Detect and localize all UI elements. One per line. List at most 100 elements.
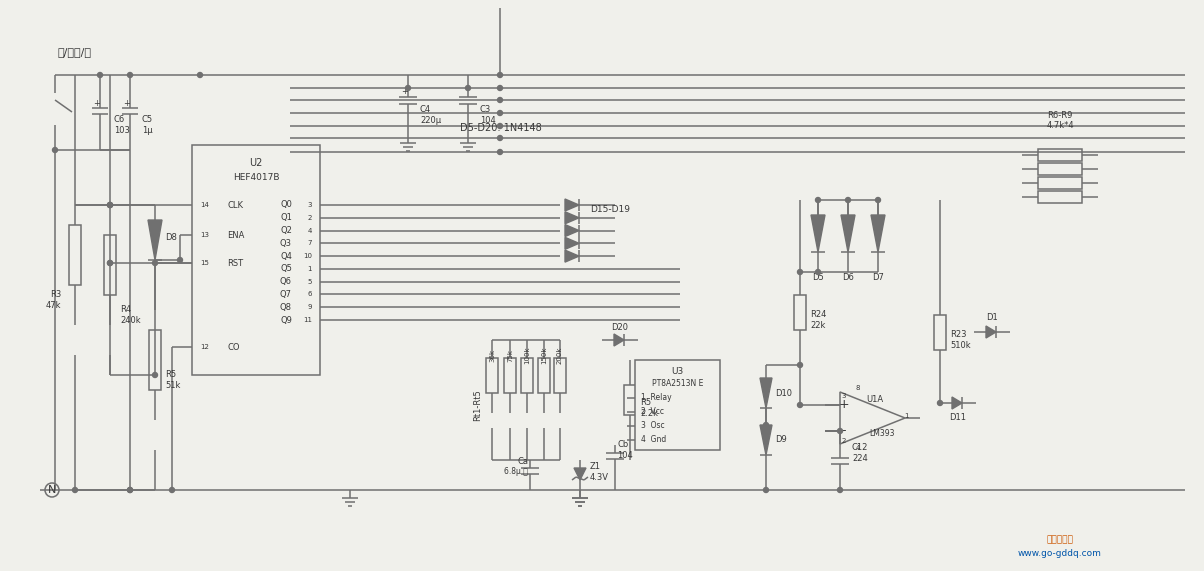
Text: LM393: LM393 <box>869 428 895 437</box>
Text: C3
104: C3 104 <box>480 105 496 124</box>
Text: C6
103: C6 103 <box>114 115 130 135</box>
Circle shape <box>53 147 58 152</box>
Text: 14: 14 <box>200 202 208 208</box>
Circle shape <box>107 203 112 207</box>
FancyBboxPatch shape <box>624 385 636 415</box>
Text: PT8A2513N E: PT8A2513N E <box>651 380 703 388</box>
FancyBboxPatch shape <box>1038 191 1082 203</box>
Text: D6: D6 <box>842 274 854 283</box>
Polygon shape <box>614 334 624 346</box>
Text: Z1
4.3V: Z1 4.3V <box>590 463 609 482</box>
Text: D5-D20: 1N4148: D5-D20: 1N4148 <box>460 123 542 133</box>
Text: Q8: Q8 <box>281 303 293 312</box>
Circle shape <box>406 86 411 90</box>
Text: R24
22k: R24 22k <box>810 310 826 329</box>
Circle shape <box>128 73 132 78</box>
Circle shape <box>875 198 880 203</box>
Text: Cb
104: Cb 104 <box>616 440 633 460</box>
Polygon shape <box>574 468 586 480</box>
Text: D15-D19: D15-D19 <box>590 206 630 215</box>
FancyBboxPatch shape <box>1038 163 1082 175</box>
Circle shape <box>497 111 502 115</box>
FancyBboxPatch shape <box>793 295 805 330</box>
Text: 6: 6 <box>307 291 312 297</box>
Text: +: + <box>402 86 408 95</box>
Circle shape <box>177 258 183 263</box>
Circle shape <box>763 488 768 493</box>
Text: D1: D1 <box>986 313 998 323</box>
Text: 13: 13 <box>200 232 209 238</box>
Text: 36k: 36k <box>489 348 495 361</box>
Circle shape <box>838 488 843 493</box>
Circle shape <box>497 73 502 78</box>
Circle shape <box>497 135 502 140</box>
Circle shape <box>815 198 820 203</box>
Text: 1  Relay: 1 Relay <box>641 393 672 403</box>
Circle shape <box>838 428 843 433</box>
Circle shape <box>797 270 803 275</box>
Text: D9: D9 <box>775 436 786 444</box>
Text: U3: U3 <box>672 368 684 376</box>
Text: 2: 2 <box>308 215 312 221</box>
Text: D5: D5 <box>813 274 824 283</box>
Polygon shape <box>148 220 163 260</box>
FancyBboxPatch shape <box>1038 149 1082 161</box>
Text: 200k: 200k <box>557 346 563 364</box>
Text: www.go-gddq.com: www.go-gddq.com <box>1019 549 1102 558</box>
FancyBboxPatch shape <box>69 225 81 285</box>
Text: D7: D7 <box>872 274 884 283</box>
Circle shape <box>497 86 502 90</box>
Text: 开/风速/关: 开/风速/关 <box>58 47 92 57</box>
Text: D10: D10 <box>775 388 792 397</box>
Text: 1: 1 <box>307 266 312 272</box>
Polygon shape <box>565 212 579 224</box>
Text: HEF4017B: HEF4017B <box>232 172 279 182</box>
FancyBboxPatch shape <box>486 358 498 393</box>
Text: +: + <box>124 99 130 107</box>
Polygon shape <box>811 215 825 252</box>
Text: 75k: 75k <box>507 348 513 361</box>
Text: 8: 8 <box>856 385 860 391</box>
Text: 4.7k*4: 4.7k*4 <box>1046 120 1074 130</box>
Circle shape <box>497 123 502 128</box>
Text: RST: RST <box>228 259 243 267</box>
Text: 4  Gnd: 4 Gnd <box>641 436 666 444</box>
Text: Q3: Q3 <box>281 239 293 248</box>
Text: Q1: Q1 <box>281 214 293 222</box>
Text: CO: CO <box>228 343 240 352</box>
Polygon shape <box>952 397 962 409</box>
Text: C5
1μ: C5 1μ <box>142 115 153 135</box>
FancyBboxPatch shape <box>934 315 946 350</box>
Text: 4: 4 <box>308 228 312 234</box>
Text: 9: 9 <box>307 304 312 310</box>
Text: 1: 1 <box>904 413 908 419</box>
Text: C12
224: C12 224 <box>852 443 868 463</box>
Text: 5: 5 <box>308 279 312 285</box>
Text: CLK: CLK <box>228 200 243 210</box>
Text: 广电电器网: 广电电器网 <box>1046 536 1074 545</box>
Text: Ca: Ca <box>517 457 529 467</box>
Polygon shape <box>760 425 772 455</box>
Circle shape <box>128 488 132 493</box>
Text: R5
51k: R5 51k <box>165 371 181 389</box>
Text: D11: D11 <box>950 412 967 421</box>
Circle shape <box>815 270 820 275</box>
Text: U1A: U1A <box>867 396 884 404</box>
Text: 10: 10 <box>303 253 312 259</box>
FancyBboxPatch shape <box>504 358 517 393</box>
Text: 4: 4 <box>856 445 860 451</box>
Circle shape <box>797 403 803 408</box>
FancyBboxPatch shape <box>149 330 161 390</box>
FancyBboxPatch shape <box>1038 177 1082 189</box>
Polygon shape <box>760 378 772 408</box>
Text: Q4: Q4 <box>281 252 293 260</box>
FancyBboxPatch shape <box>104 235 116 295</box>
Polygon shape <box>565 250 579 262</box>
Text: Q6: Q6 <box>281 277 293 286</box>
Circle shape <box>845 198 850 203</box>
Text: 15: 15 <box>200 260 208 266</box>
FancyBboxPatch shape <box>521 358 533 393</box>
Circle shape <box>763 428 768 433</box>
Text: 7: 7 <box>307 240 312 246</box>
Circle shape <box>938 400 943 405</box>
